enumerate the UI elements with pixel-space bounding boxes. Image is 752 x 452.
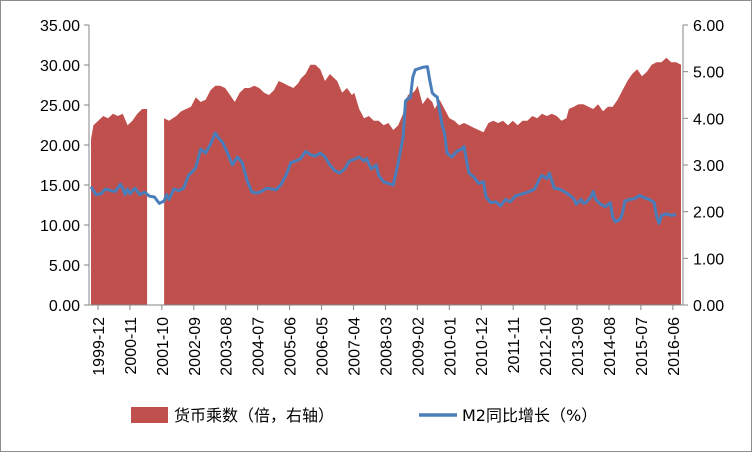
- m2-line: [89, 65, 677, 225]
- right-tick-label: 1.00: [693, 251, 724, 268]
- area-segment-2: [164, 57, 682, 306]
- x-tick-label: 2012-10: [538, 317, 555, 376]
- left-tick-label: 35.00: [40, 18, 80, 35]
- x-tick-label: 2003-08: [219, 317, 236, 376]
- area-segment-1: [91, 109, 148, 305]
- left-tick-label: 10.00: [40, 218, 80, 235]
- x-tick-label: 2015-07: [634, 317, 651, 376]
- area-layer: [91, 57, 682, 306]
- legend-label-line: M2同比增长（%）: [462, 406, 597, 425]
- right-tick-label: 4.00: [693, 111, 724, 128]
- x-tick-label: 2016-06: [666, 317, 683, 376]
- x-tick-label: 2005-06: [283, 317, 300, 376]
- left-tick-label: 20.00: [40, 138, 80, 155]
- x-tick-label: 2010-01: [442, 317, 459, 376]
- x-tick-label: 2006-05: [315, 317, 332, 376]
- right-tick-label: 5.00: [693, 65, 724, 82]
- legend-swatch-area: [131, 407, 168, 423]
- left-tick-label: 0.00: [49, 298, 80, 315]
- right-tick-label: 0.00: [693, 298, 724, 315]
- x-tick-label: 2014-08: [602, 317, 619, 376]
- left-tick-label: 30.00: [40, 58, 80, 75]
- legend-label-area: 货币乘数（倍，右轴）: [174, 406, 334, 425]
- x-tick-label: 2010-12: [474, 317, 491, 376]
- x-tick-label: 1999-12: [91, 317, 108, 376]
- left-tick-label: 15.00: [40, 178, 80, 195]
- x-tick-label: 2002-09: [187, 317, 204, 376]
- right-tick-label: 2.00: [693, 205, 724, 222]
- left-tick-label: 25.00: [40, 98, 80, 115]
- line-layer: [89, 65, 677, 225]
- x-tick-label: 2001-10: [155, 317, 172, 376]
- x-tick-label: 2004-07: [251, 317, 268, 376]
- right-tick-label: 6.00: [693, 18, 724, 35]
- x-tick-label: 2013-09: [570, 317, 587, 376]
- x-tick-label: 2000-11: [123, 317, 140, 375]
- x-tick-label: 2007-04: [347, 317, 364, 376]
- axis-layer: 0.00 5.00 10.00 15.00 20.00 25.00 30.00 35.00 0.…: [40, 18, 724, 376]
- legend: 货币乘数（倍，右轴） M2同比增长（%）: [131, 406, 597, 425]
- x-tick-label: 2009-02: [410, 317, 427, 376]
- x-tick-label: 2008-03: [378, 317, 395, 376]
- x-tick-label: 2011-11: [506, 317, 523, 373]
- left-tick-label: 5.00: [49, 258, 80, 275]
- right-tick-label: 3.00: [693, 158, 724, 175]
